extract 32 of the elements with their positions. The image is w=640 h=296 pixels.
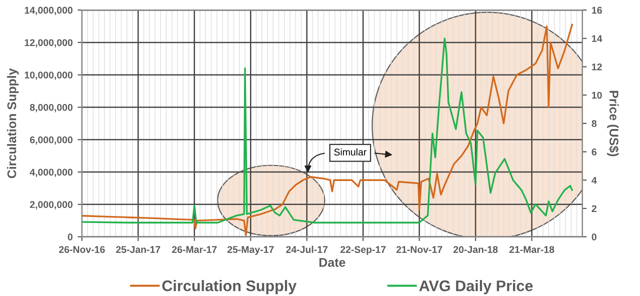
y2-tick-label: 2 xyxy=(592,205,596,212)
y-tick-label: 6,000,000 xyxy=(30,136,72,145)
y-tick-label: 14,000,000 xyxy=(24,6,72,16)
y2-tick-label: 10 xyxy=(592,92,602,99)
y-tick-label: 8,000,000 xyxy=(30,104,72,112)
annotation: Simular xyxy=(334,148,366,156)
x-tick-label: 26-Nov-16 xyxy=(59,246,105,253)
x-tick-label: 21-Mar-18 xyxy=(509,246,554,253)
x-tick-label: 24-Jul-17 xyxy=(286,246,328,253)
y2-tick-label: 14 xyxy=(592,35,602,42)
x-tick-label: 20-Jan-18 xyxy=(453,246,498,253)
x-tick-label: 21-Nov-17 xyxy=(396,246,442,253)
y-tick-label: 10,000,000 xyxy=(24,72,72,80)
y2-tick-label: 4 xyxy=(592,176,597,184)
x-axis-title: Date xyxy=(319,258,346,267)
legend-label: Circulation Supply xyxy=(162,280,297,294)
y-tick-label: 0 xyxy=(68,234,72,240)
x-tick-label: 25-May-17 xyxy=(227,246,274,255)
x-tick-label: 25-Jan-17 xyxy=(116,246,160,253)
y2-tick-label: 8 xyxy=(592,120,597,128)
y-tick-label: 4,000,000 xyxy=(30,168,72,178)
x-tick-label: 26-Mar-17 xyxy=(172,246,217,253)
legend-label: AVG Daily Price xyxy=(419,280,533,294)
y2-axis-title: Price (US$) xyxy=(607,90,619,156)
y-axis-title: Circulation Supply xyxy=(7,68,19,178)
y2-tick-label: 6 xyxy=(592,148,596,156)
y2-tick-label: 0 xyxy=(592,234,596,240)
x-tick-label: 22-Sep-17 xyxy=(340,246,386,255)
y-tick-label: 12,000,000 xyxy=(24,39,72,48)
y2-tick-label: 12 xyxy=(592,63,602,70)
y-tick-label: 2,000,000 xyxy=(30,201,72,210)
y2-tick-label: 16 xyxy=(592,6,602,14)
